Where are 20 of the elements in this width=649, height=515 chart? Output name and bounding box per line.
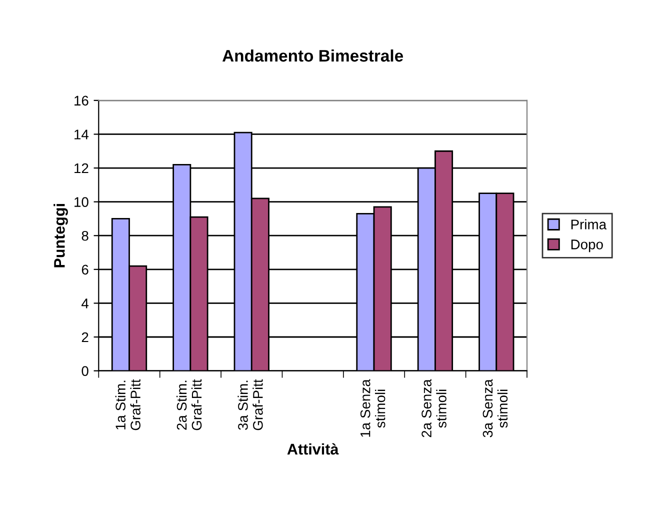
x-tick-label: 3a Senza stimoli [482,379,508,438]
y-tick-label: 16 [74,96,88,106]
x-tick-label: 1a Senza stimoli [360,379,386,437]
x-tick-label: 2a Senza stimoli [422,379,446,438]
y-tick-label: 6 [82,264,88,275]
legend-label: Dopo [571,240,603,252]
y-tick-label: 2 [82,332,88,342]
y-tick-label: 8 [82,230,88,241]
x-tick-label: 3a Stim. Graf-Pitt [238,379,263,430]
y-tick-label: 4 [82,298,89,308]
y-tick-label: 0 [82,366,88,376]
legend-label: Prima [571,219,607,230]
y-tick-label: 12 [74,163,88,174]
x-tick-label: 2a Stim. Graf-Pitt [176,379,202,430]
x-axis-title: Attività [287,443,339,455]
y-axis-title: Punteggi [54,204,68,268]
y-tick-label: 10 [74,197,88,207]
y-tick-label: 14 [74,130,89,140]
x-tick-label: 1a Stim. Graf-Pitt [115,379,140,430]
chart-title: Andamento Bimestrale [222,49,404,62]
